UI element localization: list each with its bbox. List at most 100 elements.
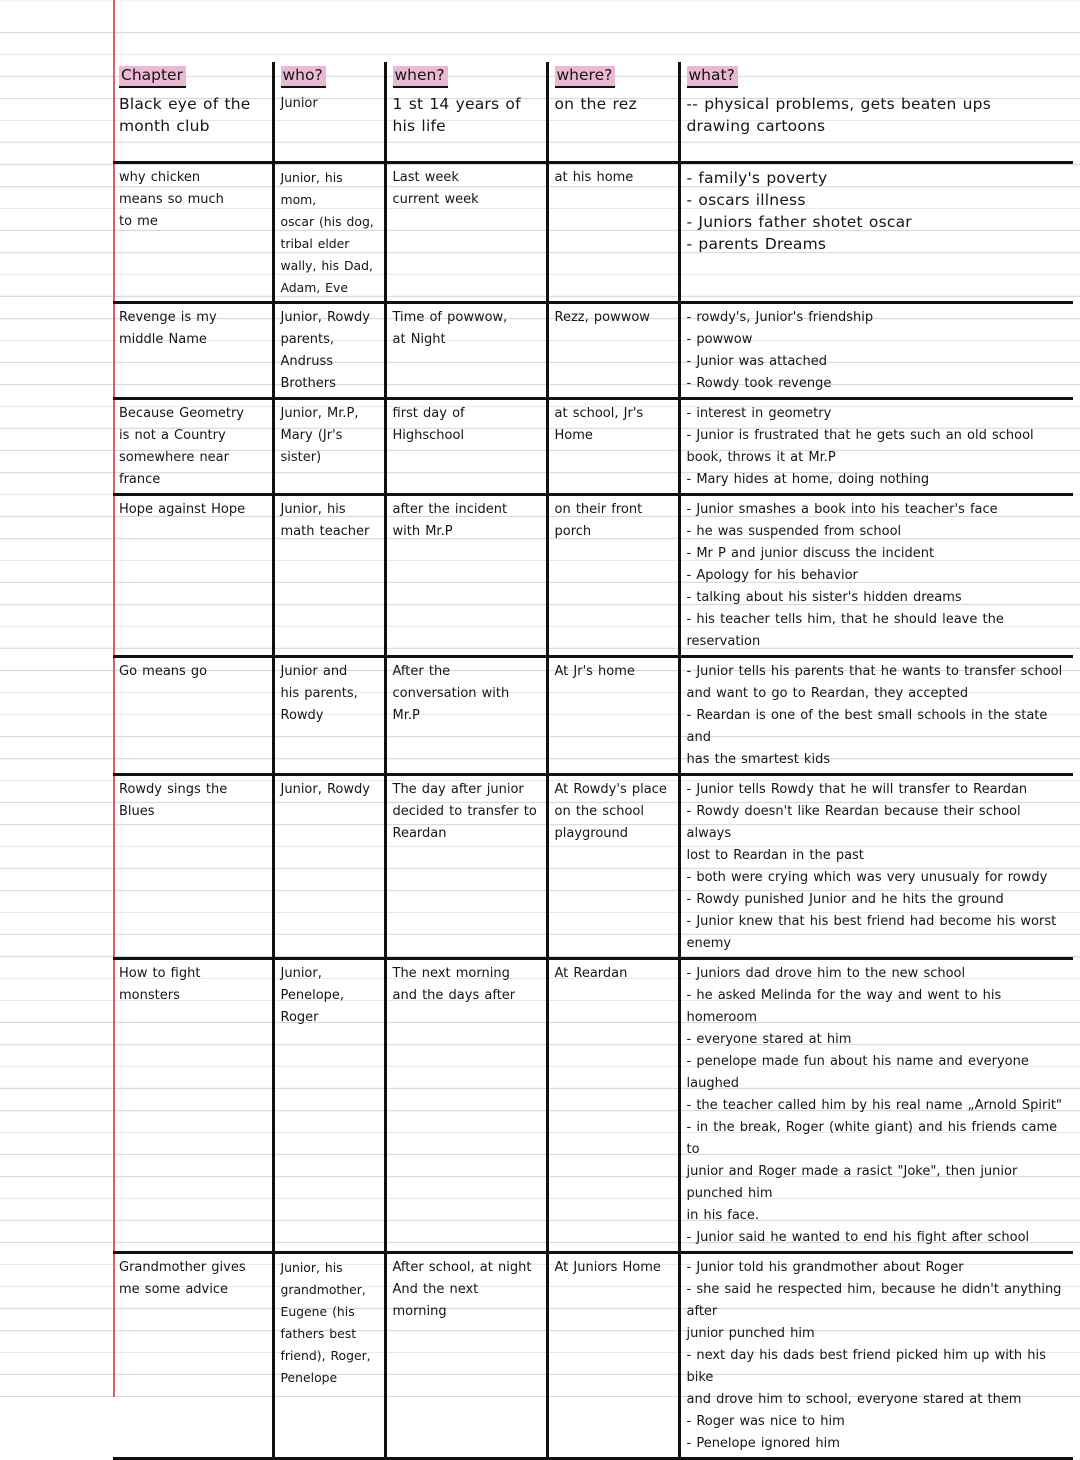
cell-where: on the rez (547, 90, 681, 164)
when-text: Time of powwow, at Night (393, 307, 541, 351)
text-line: Rezz, powwow (554, 309, 650, 325)
where-text: Rezz, powwow (555, 307, 673, 329)
table-row: Hope against Hope Junior, his math teacher… (113, 494, 1073, 658)
cell-who: Junior, his math teacher (273, 494, 387, 658)
cell-what: -- physical problems, gets beaten ups dra… (679, 90, 1073, 164)
column-header-who-label: who? (280, 66, 326, 88)
column-header-who: who? (273, 62, 387, 90)
cell-what: - Junior tells his parents that he wants… (679, 656, 1073, 776)
text-line: Andruss (280, 353, 334, 369)
text-line: morning (392, 1303, 447, 1319)
who-text: Junior, Penelope, Roger (281, 963, 379, 1029)
text-line: Junior, Rowdy (280, 309, 370, 325)
cell-chapter: Rowdy sings the Blues (113, 774, 275, 960)
text-line: - she said he respected him, because he … (686, 1281, 1067, 1319)
chapter-text: Because Geometry is not a Country somewher… (119, 403, 267, 491)
cell-chapter: Because Geometry is not a Country somewher… (113, 398, 275, 496)
text-line: sister) (280, 449, 322, 465)
text-line: lost to Reardan in the past (686, 847, 864, 863)
cell-when: The next morning and the days after (385, 958, 549, 1254)
cell-where: at his home (547, 162, 681, 304)
text-line: Rowdy (280, 707, 324, 723)
text-line: - rowdy's, Junior's friendship (686, 309, 874, 325)
text-line: - powwow (686, 331, 753, 347)
where-text: At Rowdy's place on the school playground (555, 779, 673, 845)
text-line: tribal elder (280, 235, 350, 251)
text-line: and the days after (392, 987, 516, 1003)
column-header-where: where? (547, 62, 681, 90)
cell-where: At Reardan (547, 958, 681, 1254)
when-text: The day after junior decided to transfer … (393, 779, 541, 845)
text-line: - parents Dreams (686, 234, 827, 253)
text-line: with Mr.P (392, 523, 453, 539)
who-text: Junior, Rowdy parents, Andruss Brothers (281, 307, 379, 395)
text-line: Roger (280, 1009, 319, 1025)
where-text: At Juniors Home (555, 1257, 673, 1279)
cell-when: After school, at night And the next mornin… (385, 1252, 549, 1460)
cell-when: 1 st 14 years of his life (385, 90, 549, 164)
text-line: - Junior smashes a book into his teacher… (686, 501, 998, 517)
text-line: - Mr P and junior discuss the incident (686, 545, 935, 561)
column-header-when-label: when? (392, 66, 448, 88)
who-text: Junior, his math teacher (281, 499, 379, 543)
text-line: - Apology for his behavior (686, 567, 858, 583)
cell-where: At Rowdy's place on the school playground (547, 774, 681, 960)
what-text: - Juniors dad drove him to the new schoo… (687, 963, 1069, 1249)
cell-what: - Juniors dad drove him to the new schoo… (679, 958, 1073, 1254)
text-line: at Night (392, 331, 446, 347)
text-line: - Junior knew that his best friend had b… (686, 913, 1057, 929)
who-text: Junior, his mom, oscar (his dog, tribal el… (281, 167, 379, 299)
chapter-text: Rowdy sings the Blues (119, 779, 267, 823)
where-text: at school, Jr's Home (555, 403, 673, 447)
text-line: junior and Roger made a rasict "Joke", t… (686, 1163, 1023, 1201)
cell-who: Junior, Rowdy parents, Andruss Brothers (273, 302, 387, 400)
cell-who: Junior (273, 90, 387, 164)
text-line: After the (392, 663, 451, 679)
table-row: Rowdy sings the Blues Junior, Rowdy The day… (113, 774, 1073, 960)
table-row: Go means go Junior and his parents, Rowdy Af… (113, 656, 1073, 776)
text-line: wally, his Dad, (280, 257, 373, 273)
text-line: Junior, his mom, (280, 169, 348, 207)
when-text: After school, at night And the next mornin… (393, 1257, 541, 1323)
cell-where: on their front porch (547, 494, 681, 658)
text-line: Rowdy sings the (119, 781, 228, 797)
where-text: at his home (555, 167, 673, 189)
cell-what: - interest in geometry - Junior is frustr… (679, 398, 1073, 496)
when-text: Last week current week (393, 167, 541, 211)
text-line: Junior (280, 96, 318, 111)
text-line: - Junior is frustrated that he gets such… (686, 427, 1034, 443)
who-text: Junior, Mr.P, Mary (Jr's sister) (281, 403, 379, 469)
cell-when: after the incident with Mr.P (385, 494, 549, 658)
text-line: decided to transfer to (392, 803, 537, 819)
text-line: 1 st 14 years of (392, 95, 521, 113)
text-line: after the incident (392, 501, 508, 517)
table-row: How to fight monsters Junior, Penelope, Roge… (113, 958, 1073, 1254)
text-line: drawing cartoons (686, 117, 826, 135)
text-line: monsters (119, 987, 180, 1003)
text-line: - talking about his sister's hidden drea… (686, 589, 962, 605)
text-line: first day of (392, 405, 465, 421)
text-line: Eugene (his (280, 1303, 355, 1319)
cell-who: Junior and his parents, Rowdy (273, 656, 387, 776)
cell-when: After the conversation with Mr.P (385, 656, 549, 776)
text-line: - oscars illness (686, 190, 806, 209)
text-line: Grandmother gives (119, 1259, 246, 1275)
what-text: - Junior tells Rowdy that he will transf… (687, 779, 1069, 955)
column-header-chapter-label: Chapter (119, 66, 186, 88)
text-line: - Juniors dad drove him to the new schoo… (686, 965, 966, 981)
when-text: first day of Highschool (393, 403, 541, 447)
text-line: playground (554, 825, 629, 841)
cell-who: Junior, Penelope, Roger (273, 958, 387, 1254)
cell-where: Rezz, powwow (547, 302, 681, 400)
text-line: - Junior tells Rowdy that he will transf… (686, 781, 1028, 797)
text-line: math teacher (280, 523, 370, 539)
table-header-row: Chapter who? when? where? what? (113, 62, 1073, 90)
text-line: At Jr's home (554, 663, 635, 679)
text-line: has the smartest kids (686, 751, 831, 767)
text-line: fathers best (280, 1325, 357, 1341)
text-line: Junior, Mr.P, (280, 405, 359, 421)
text-line: oscar (his dog, (280, 213, 374, 229)
when-text: The next morning and the days after (393, 963, 541, 1007)
text-line: After school, at night (392, 1259, 532, 1275)
text-line: - everyone stared at him (686, 1031, 852, 1047)
